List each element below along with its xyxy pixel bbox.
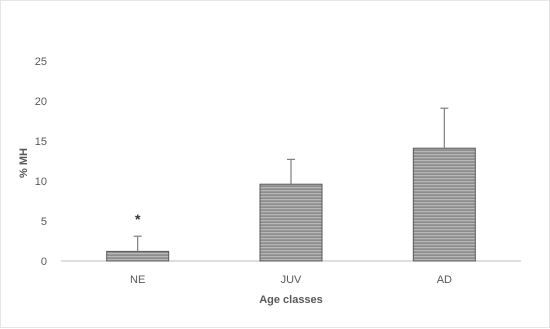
- bar-ad: [412, 147, 476, 262]
- x-tick-label: JUV: [281, 274, 302, 286]
- error-bar-ad: [440, 107, 449, 149]
- y-tick-label: 5: [41, 216, 47, 228]
- bars: [106, 147, 476, 262]
- y-axis-ticks: 0 5 10 15 20 25: [35, 56, 47, 268]
- y-tick-label: 20: [35, 96, 47, 108]
- x-axis-title: Age classes: [259, 294, 323, 306]
- x-tick-label: AD: [437, 274, 452, 286]
- y-tick-label: 15: [35, 136, 47, 148]
- annotations: *: [135, 211, 141, 227]
- y-tick-label: 25: [35, 56, 47, 68]
- bar-juv: [259, 183, 323, 262]
- y-tick-label: 0: [41, 256, 47, 268]
- bar-ne: [106, 250, 170, 262]
- significance-asterisk: *: [135, 211, 141, 227]
- y-axis-title: % MH: [18, 148, 30, 178]
- error-bar-juv: [287, 158, 295, 185]
- x-tick-label: NE: [130, 274, 145, 286]
- error-bar-ne: [133, 235, 142, 252]
- y-tick-label: 10: [35, 176, 47, 188]
- x-axis-ticks: NE JUV AD: [130, 274, 452, 286]
- error-bars: [133, 107, 449, 252]
